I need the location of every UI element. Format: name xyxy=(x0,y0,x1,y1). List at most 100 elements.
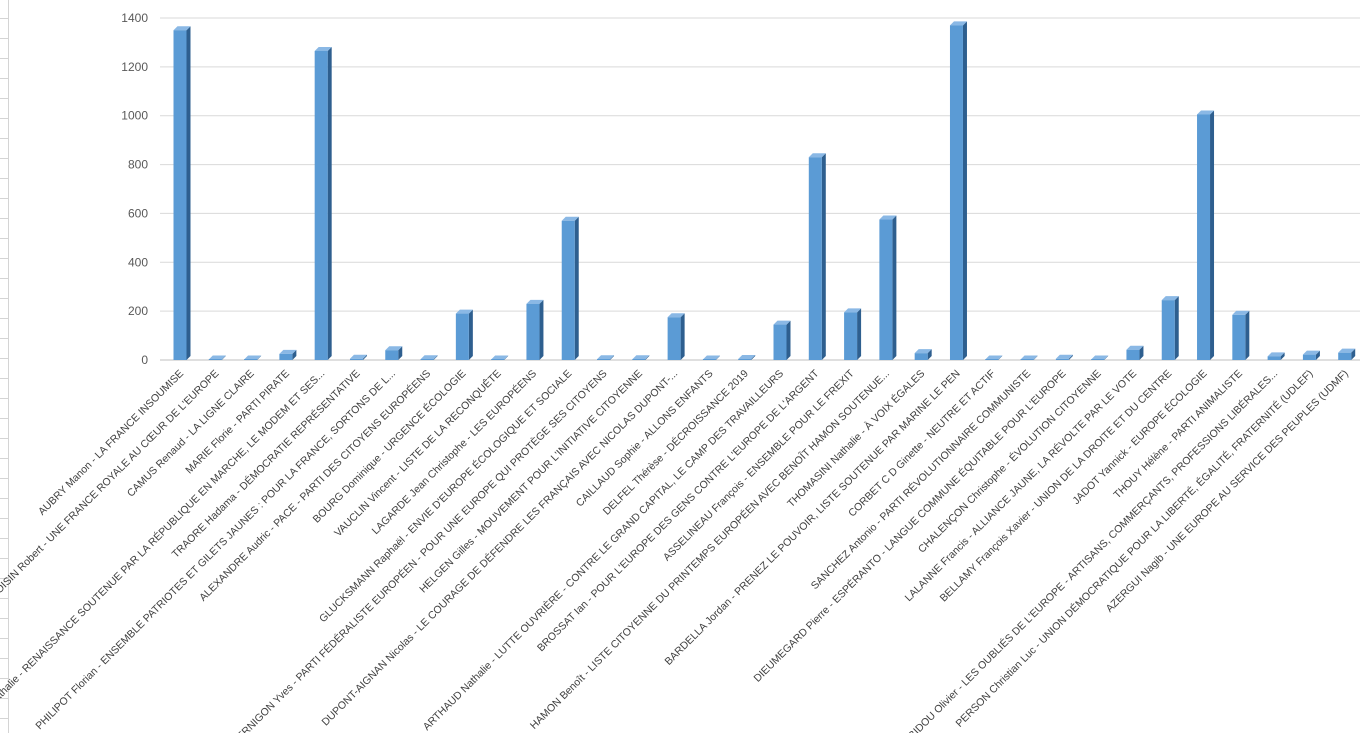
bar-front xyxy=(455,313,469,360)
bar-front xyxy=(949,25,963,360)
bar-side xyxy=(504,355,509,360)
bar-top xyxy=(526,299,544,304)
bar-side xyxy=(1210,110,1215,360)
bar xyxy=(1055,354,1073,360)
bar xyxy=(702,355,720,360)
bar xyxy=(208,355,226,360)
bar-front xyxy=(597,359,611,360)
bars xyxy=(173,21,1356,360)
bar-front xyxy=(667,317,681,360)
x-tick-label: ...OISIN Robert - UNE FRANCE ROYALE AU C… xyxy=(0,368,221,603)
bar xyxy=(1091,355,1109,360)
bar xyxy=(738,355,756,360)
sheet-row-line xyxy=(0,638,8,639)
bar-front xyxy=(1091,359,1105,360)
y-tick-label: 1400 xyxy=(121,11,148,25)
bar xyxy=(491,355,509,360)
bar-top xyxy=(985,355,1003,360)
bar xyxy=(667,313,685,360)
bar-front xyxy=(1020,359,1034,360)
y-tick-label: 1200 xyxy=(121,60,148,74)
bar-top xyxy=(879,215,897,220)
bar xyxy=(561,216,579,360)
bar-top xyxy=(1232,310,1250,315)
bar-top xyxy=(738,355,756,360)
x-tick-label: BELLAMY François Xavier - UNION DE LA DR… xyxy=(938,368,1175,605)
bar-side xyxy=(574,216,579,360)
sheet-row-line xyxy=(0,218,8,219)
x-axis-tick-labels: AUBRY Manon - LA FRANCE INSOUMISE...OISI… xyxy=(0,367,1351,733)
bar-side xyxy=(539,299,544,360)
bar-top xyxy=(632,355,650,360)
x-tick-label: LAGARDE Jean Christophe - LES EUROPÉENS xyxy=(369,367,539,537)
bar-side xyxy=(1068,354,1073,360)
bar-front xyxy=(279,353,293,360)
bar-top xyxy=(949,21,967,26)
bar-top xyxy=(844,308,862,313)
bar-front xyxy=(208,359,222,360)
bar-front xyxy=(914,353,928,360)
sheet-row-line xyxy=(0,78,8,79)
bar xyxy=(385,346,403,360)
bar-front xyxy=(491,359,505,360)
sheet-row-line xyxy=(0,478,8,479)
sheet-row-line xyxy=(0,138,8,139)
bar-front xyxy=(349,358,363,360)
bar-top xyxy=(455,309,473,314)
y-tick-label: 800 xyxy=(128,158,148,172)
sheet-row-line xyxy=(0,498,8,499)
bar xyxy=(526,299,544,360)
x-tick-label: PHILIPOT Florian - ENSEMBLE PATRIOTES ET… xyxy=(33,368,398,733)
bar-front xyxy=(879,219,893,360)
sheet-row-line xyxy=(0,398,8,399)
bar-top xyxy=(1197,110,1215,115)
sheet-row-line xyxy=(0,258,8,259)
y-tick-label: 400 xyxy=(128,255,148,269)
bar xyxy=(420,355,438,360)
bar-top xyxy=(173,26,191,31)
bar-top xyxy=(1302,350,1320,355)
bar-top xyxy=(1020,355,1038,360)
bar-front xyxy=(808,157,822,360)
sheet-row-line xyxy=(0,118,8,119)
bar-top xyxy=(208,355,226,360)
bar-front xyxy=(1161,300,1175,360)
bar-front xyxy=(632,359,646,360)
bar-side xyxy=(927,349,932,360)
bar-side xyxy=(610,355,615,360)
sheet-row-line xyxy=(0,518,8,519)
bar-top xyxy=(385,346,403,351)
bar-side xyxy=(715,355,720,360)
bar-side xyxy=(1315,350,1320,360)
bar-side xyxy=(892,215,897,360)
bar-side xyxy=(292,349,297,360)
bar-front xyxy=(1302,354,1316,360)
bar-front xyxy=(702,359,716,360)
bar xyxy=(632,355,650,360)
sheet-row-line xyxy=(0,718,8,719)
sheet-row-line xyxy=(0,558,8,559)
bar xyxy=(244,355,262,360)
bar-side xyxy=(821,153,826,360)
bar xyxy=(879,215,897,360)
bar-front xyxy=(314,50,328,360)
sheet-row-line xyxy=(0,458,8,459)
bar-side xyxy=(751,355,756,360)
bar-side xyxy=(468,309,473,360)
bar xyxy=(1267,352,1285,360)
bar xyxy=(949,21,967,360)
bar-side xyxy=(680,313,685,360)
sheet-row-line xyxy=(0,178,8,179)
bar-front xyxy=(1197,114,1211,360)
bar-top xyxy=(1055,354,1073,359)
bar-front xyxy=(526,303,540,360)
bar-top xyxy=(1126,345,1144,350)
sheet-row-line xyxy=(0,378,8,379)
y-tick-label: 200 xyxy=(128,304,148,318)
bar-top xyxy=(314,46,332,51)
bar-top xyxy=(914,349,932,354)
bar-side xyxy=(1104,355,1109,360)
sheet-row-line xyxy=(0,538,8,539)
sheet-row-line xyxy=(0,158,8,159)
bar-side xyxy=(786,320,791,360)
